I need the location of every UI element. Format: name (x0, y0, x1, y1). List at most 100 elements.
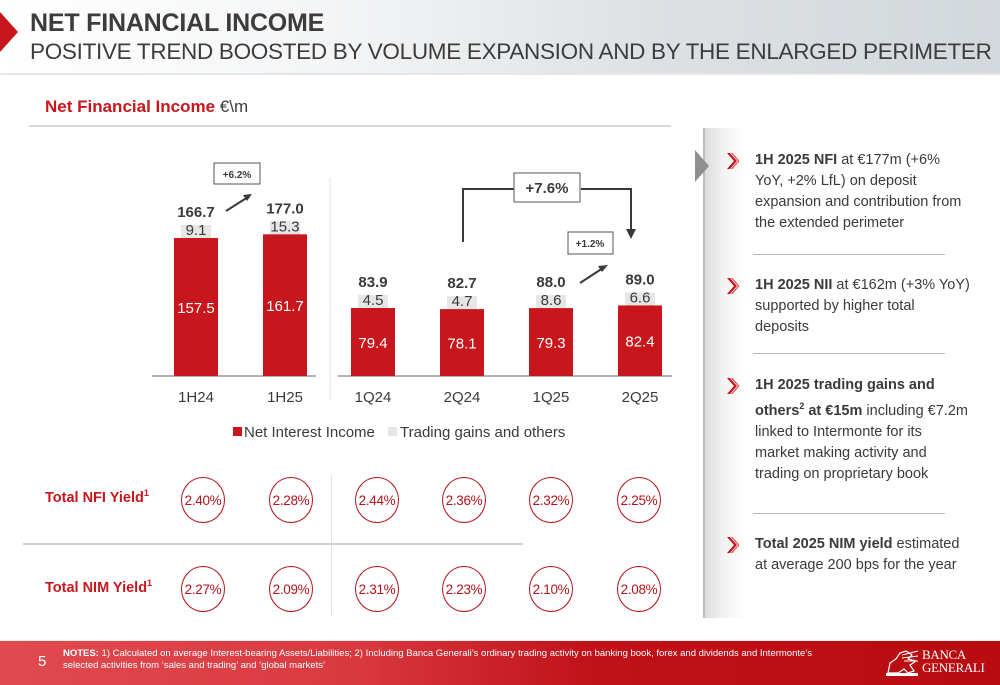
nim-yield-value: 2.31% (355, 566, 399, 612)
bullet-nim-text: estimated at average 200 bps for the yea… (755, 536, 960, 573)
x-tick-label: 1Q24 (355, 389, 392, 406)
bullet-nim: Total 2025 NIM yield estimated at averag… (755, 534, 970, 576)
nim-yield-value: 2.10% (529, 566, 573, 612)
double-chevron-icon (727, 153, 740, 169)
notes-text: 1) Calculated on average Interest-bearin… (63, 648, 812, 671)
trading-value-label: 4.5 (363, 292, 384, 309)
bar-segment-nii (529, 308, 573, 376)
page-number: 5 (38, 653, 47, 670)
nii-value-label: 161.7 (266, 298, 304, 315)
nfi-yield-footnote: 1 (143, 488, 149, 498)
nii-value-label: 78.1 (447, 336, 476, 353)
bar-segment-nii (174, 238, 218, 376)
bullet-nii-bold: 1H 2025 NII (755, 277, 833, 293)
panel-pointer-icon (695, 150, 709, 182)
growth-arrow-line (225, 196, 249, 212)
yield-divider-horizontal (23, 543, 523, 545)
bullet-trading-bold2: at €15m (804, 402, 863, 419)
section-title: Net Financial Income €\m (45, 97, 248, 117)
total-value-label: 89.0 (625, 271, 654, 288)
double-chevron-icon (727, 378, 740, 394)
bullet-separator (753, 353, 945, 354)
nim-yield-label: Total NIM Yield1 (45, 578, 152, 596)
growth-badge-box (567, 231, 614, 255)
bar-segment-trading (358, 295, 388, 312)
x-tick-label: 1Q25 (533, 389, 570, 406)
banca-generali-lion-logo-icon (886, 650, 919, 676)
bullet-nfi-bold: 1H 2025 NFI (755, 152, 838, 168)
arrow-head-icon (626, 229, 636, 239)
section-divider (29, 125, 671, 127)
brand-name: BANCA GENERALI (922, 648, 985, 674)
nfi-yield-value: 2.40% (181, 477, 225, 523)
bullet-nim-bold: Total 2025 NIM yield (755, 536, 893, 552)
double-chevron-icon (727, 278, 740, 294)
growth-badge-text: +6.2% (223, 170, 252, 181)
nii-value-label: 157.5 (177, 300, 215, 317)
total-value-label: 88.0 (536, 274, 565, 291)
total-value-label: 166.7 (177, 204, 215, 221)
bar-segment-trading (181, 225, 211, 242)
growth-badge-box (513, 172, 581, 203)
header-banner (0, 0, 1000, 75)
bar-segment-trading (625, 292, 655, 310)
nfi-yield-label-text: Total NFI Yield (45, 489, 144, 506)
nim-yield-footnote: 1 (147, 578, 153, 588)
bullet-nfi-text: at €177m (+6% YoY, +2% LfL) on deposit e… (755, 152, 962, 231)
trading-value-label: 6.6 (630, 289, 651, 306)
nfi-yield-value: 2.44% (355, 477, 399, 523)
legend-label-trading: Trading gains and others (400, 424, 565, 441)
nim-yield-value: 2.23% (442, 566, 486, 612)
bar-segment-nii (263, 234, 307, 376)
nfi-yield-value: 2.32% (529, 477, 573, 523)
trading-value-label: 15.3 (270, 218, 299, 235)
nii-value-label: 82.4 (625, 334, 654, 351)
page-subtitle: POSITIVE TREND BOOSTED BY VOLUME EXPANSI… (30, 39, 992, 64)
x-tick-label: 2Q24 (444, 389, 481, 406)
legend-swatch-nii (233, 427, 242, 436)
legend-swatch-trading (388, 427, 397, 436)
nfi-yield-value: 2.36% (442, 477, 486, 523)
nfi-yield-value: 2.25% (617, 477, 661, 523)
brand-name-line2: GENERALI (922, 660, 985, 675)
notes-label: NOTES: (63, 648, 99, 659)
nfi-yield-label: Total NFI Yield1 (45, 488, 149, 506)
commentary-panel (703, 128, 1000, 618)
nim-yield-value: 2.08% (617, 566, 661, 612)
page-title: NET FINANCIAL INCOME (30, 9, 325, 37)
total-value-label: 83.9 (358, 274, 387, 291)
bullet-separator (753, 254, 945, 255)
bullet-trading-bold: 1H 2025 trading gains and others (755, 377, 935, 419)
bullet-trading-text: including €7.2m linked to Intermonte for… (755, 402, 968, 482)
nii-value-label: 79.4 (358, 335, 387, 352)
nii-value-label: 79.3 (536, 335, 565, 352)
yield-divider-vertical (331, 475, 332, 615)
arrow-head-icon (243, 194, 252, 201)
header-arrow-icon (0, 12, 18, 52)
section-title-text: Net Financial Income (45, 97, 216, 116)
x-tick-label: 1H25 (267, 389, 303, 406)
bar-segment-trading (270, 221, 300, 239)
bar-segment-nii (618, 305, 662, 376)
growth-badge-text: +1.2% (576, 239, 605, 250)
nim-yield-label-text: Total NIM Yield (45, 579, 148, 596)
footer-bar (0, 640, 1000, 685)
growth-badge-box (213, 162, 261, 185)
bullet-separator (753, 513, 945, 514)
section-unit: €\m (219, 97, 249, 116)
trading-value-label: 8.6 (541, 292, 562, 309)
x-tick-label: 2Q25 (622, 389, 659, 406)
bracket-line (462, 188, 632, 242)
bullet-nfi: 1H 2025 NFI at €177m (+6% YoY, +2% LfL) … (755, 150, 970, 234)
x-tick-label: 1H24 (178, 389, 214, 406)
total-value-label: 177.0 (266, 200, 304, 217)
nim-yield-value: 2.27% (181, 566, 225, 612)
bar-segment-trading (536, 295, 566, 313)
nfi-yield-value: 2.28% (269, 477, 313, 523)
bullet-trading: 1H 2025 trading gains and others2 at €15… (755, 375, 970, 485)
bar-segment-nii (440, 309, 484, 376)
total-value-label: 82.7 (447, 275, 476, 292)
arrow-head-icon (598, 265, 608, 272)
trading-value-label: 9.1 (186, 222, 207, 239)
